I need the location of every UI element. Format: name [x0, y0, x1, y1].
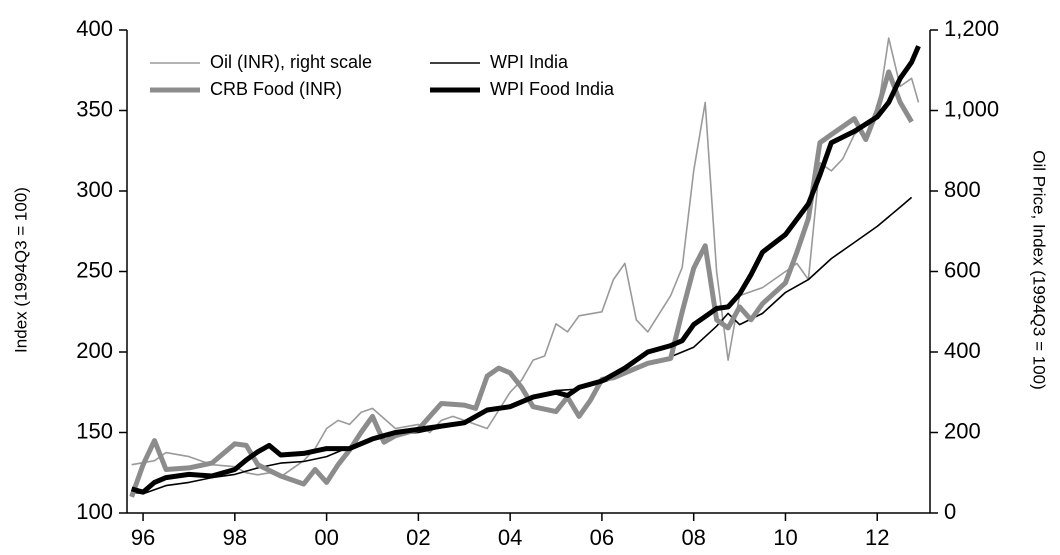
x-tick-label: 96: [131, 525, 155, 550]
y-tick-label: 250: [76, 257, 113, 282]
y2-tick-label: 400: [944, 338, 981, 363]
x-tick-label: 00: [314, 525, 338, 550]
legend-label: CRB Food (INR): [210, 79, 342, 99]
y-tick-label: 200: [76, 338, 113, 363]
legend-label: WPI India: [490, 52, 569, 72]
y2-tick-label: 1,000: [944, 96, 999, 121]
y-tick-label: 400: [76, 16, 113, 41]
y-tick-label: 150: [76, 418, 113, 443]
y2-tick-label: 1,200: [944, 16, 999, 41]
legend-label: WPI Food India: [490, 79, 615, 99]
y2-tick-label: 0: [944, 499, 956, 524]
y2-axis-title: Oil Price, Index (1994Q3 = 100): [1030, 150, 1049, 390]
y2-tick-label: 200: [944, 418, 981, 443]
y-tick-label: 350: [76, 96, 113, 121]
x-tick-label: 08: [681, 525, 705, 550]
series-line: [130, 45, 921, 495]
y2-tick-label: 800: [944, 177, 981, 202]
legend-label: Oil (INR), right scale: [210, 52, 372, 72]
y-axis-title: Index (1994Q3 = 100): [11, 187, 30, 353]
y-tick-label: 300: [76, 177, 113, 202]
series-line: [129, 69, 914, 498]
y2-tick-label: 600: [944, 257, 981, 282]
x-tick-label: 98: [223, 525, 247, 550]
series-line: [131, 37, 920, 478]
x-tick-label: 06: [590, 525, 614, 550]
y-tick-label: 100: [76, 499, 113, 524]
x-tick-label: 12: [865, 525, 889, 550]
x-tick-label: 04: [498, 525, 522, 550]
x-tick-label: 02: [406, 525, 430, 550]
x-tick-label: 10: [773, 525, 797, 550]
